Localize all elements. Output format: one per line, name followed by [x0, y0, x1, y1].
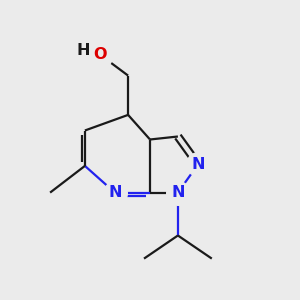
Text: H: H — [77, 43, 90, 58]
Text: N: N — [191, 157, 205, 172]
Text: N: N — [171, 185, 184, 200]
Text: O: O — [93, 47, 107, 62]
Text: N: N — [108, 185, 122, 200]
